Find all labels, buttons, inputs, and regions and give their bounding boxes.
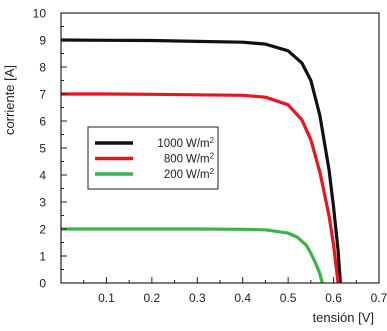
series-line-800 <box>61 92 340 284</box>
y-ticks: 0 1 2 3 4 5 6 7 8 9 10 <box>33 7 67 291</box>
y-tick-label: 1 <box>39 250 46 264</box>
legend-label-200: 200 <box>164 169 183 181</box>
y-tick-label: 7 <box>39 88 46 102</box>
series-line-200 <box>61 227 324 284</box>
x-ticks: 0.1 0.2 0.3 0.4 0.5 0.6 0.7 <box>83 277 387 305</box>
series-layer <box>60 38 342 284</box>
x-tick-label: 0.1 <box>98 291 115 305</box>
x-tick-label: 0.6 <box>325 291 342 305</box>
y-tick-label: 9 <box>39 34 46 48</box>
y-tick-label: 5 <box>39 142 46 156</box>
y-tick-label: 2 <box>39 223 46 237</box>
y-tick-label: 0 <box>39 277 46 291</box>
legend-label-1000: 1000 <box>157 138 183 150</box>
x-tick-label: 0.4 <box>234 291 251 305</box>
x-tick-label: 0.3 <box>189 291 206 305</box>
legend-label-800: 800 <box>164 154 183 166</box>
x-tick-label: 0.2 <box>144 291 161 305</box>
y-tick-label: 6 <box>39 115 46 129</box>
y-axis-label: corriente [A] <box>2 65 17 135</box>
x-tick-label: 0.5 <box>280 291 297 305</box>
x-tick-label: 0.7 <box>371 291 387 305</box>
legend-unit-800: W/m2 <box>186 152 215 166</box>
series-line-1000 <box>60 38 342 284</box>
legend-unit-200: W/m2 <box>186 167 215 181</box>
y-tick-label: 8 <box>39 61 46 75</box>
x-axis-label: tensión [V] <box>313 310 374 325</box>
y-tick-label: 4 <box>39 169 46 183</box>
y-tick-label: 3 <box>39 196 46 210</box>
y-tick-label: 10 <box>33 7 47 21</box>
legend-unit-1000: W/m2 <box>186 136 215 150</box>
